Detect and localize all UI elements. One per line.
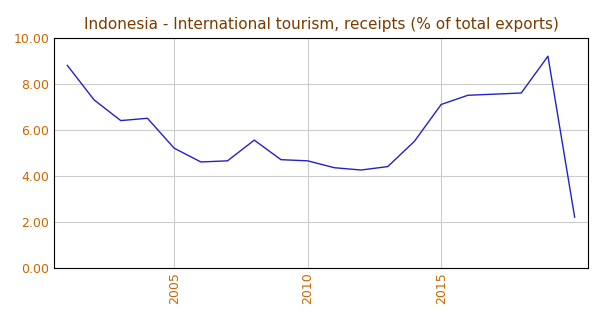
Title: Indonesia - International tourism, receipts (% of total exports): Indonesia - International tourism, recei… [83,17,559,32]
